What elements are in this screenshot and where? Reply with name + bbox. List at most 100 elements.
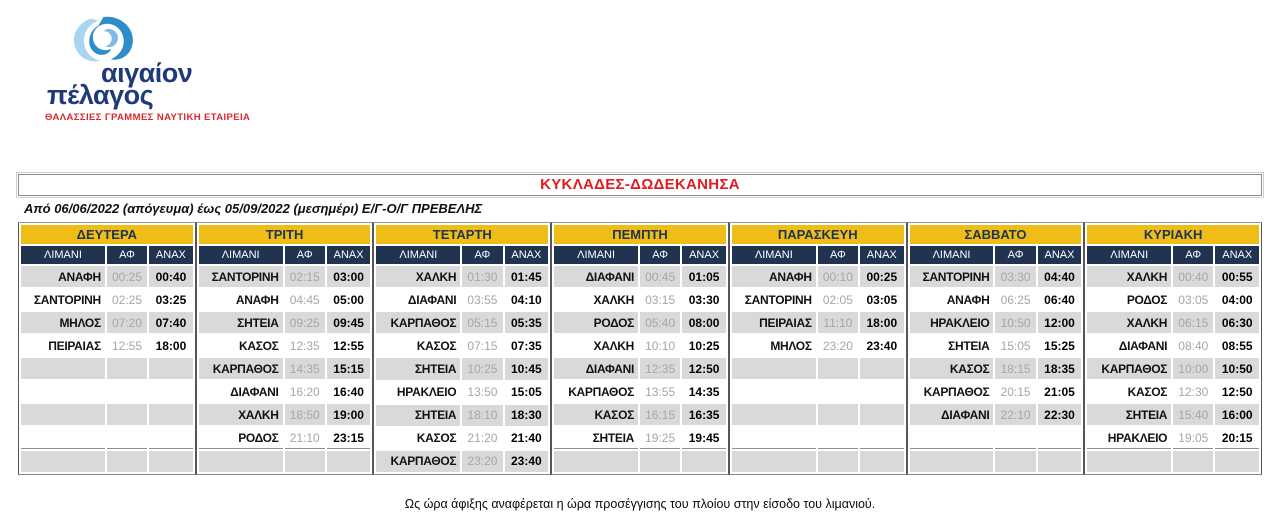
- departure-time-cell: [149, 451, 193, 472]
- arrival-time-cell: 00:25: [106, 266, 148, 287]
- timetable-row: ΣΗΤΕΙΑ 18:10 18:30: [376, 404, 549, 426]
- port-cell: ΔΙΑΦΑΝΙ: [198, 381, 283, 402]
- port-cell: ΣΗΤΕΙΑ: [376, 404, 461, 426]
- departure-time-cell: 04:00: [1215, 289, 1260, 310]
- departure-time-cell: 08:00: [682, 312, 726, 333]
- arrival-time-cell: 06:15: [1173, 312, 1214, 333]
- timetable-row: ΚΑΣΟΣ 12:35 12:55: [198, 335, 371, 356]
- logo-text-line2: πέλαγος: [47, 80, 154, 110]
- port-cell: [21, 427, 105, 449]
- day-header: ΠΑΡΑΣΚΕΥΗ: [731, 225, 904, 244]
- port-cell: [1087, 451, 1172, 472]
- arrival-time-cell: [995, 451, 1036, 472]
- arrival-time-cell: [817, 451, 858, 472]
- arrival-time-cell: 00:40: [1173, 266, 1214, 287]
- port-cell: ΧΑΛΚΗ: [554, 335, 639, 356]
- departure-time-cell: 07:35: [504, 335, 549, 357]
- column-header-departure: ΑΝΑΧ: [504, 246, 549, 264]
- port-cell: ΑΝΑΦΗ: [21, 266, 105, 287]
- port-cell: ΚΑΣΟΣ: [376, 427, 461, 449]
- port-cell: [554, 451, 639, 472]
- timetable-row: [21, 451, 193, 472]
- timetable-row: [198, 451, 371, 472]
- arrival-time-cell: 02:25: [106, 289, 148, 310]
- port-cell: ΣΑΝΤΟΡΙΝΗ: [198, 266, 283, 287]
- timetable-row: ΚΑΣΟΣ 16:15 16:35: [554, 404, 726, 425]
- arrival-time-cell: 11:10: [817, 312, 858, 333]
- arrival-time-cell: 03:30: [995, 266, 1036, 287]
- timetable-row: ΚΑΡΠΑΘΟΣ 05:15 05:35: [376, 312, 549, 334]
- column-header-arrival: ΑΦ: [995, 246, 1036, 264]
- timetable-row: ΔΙΑΦΑΝΙ 16:20 16:40: [198, 381, 371, 402]
- port-cell: ΔΙΑΦΑΝΙ: [554, 358, 639, 379]
- port-cell: ΣΗΤΕΙΑ: [198, 312, 283, 333]
- timetable-row: [731, 451, 904, 472]
- departure-time-cell: 12:55: [326, 335, 371, 356]
- port-cell: ΣΗΤΕΙΑ: [376, 358, 461, 380]
- timetable-row: [554, 451, 726, 472]
- departure-time-cell: 18:30: [504, 404, 549, 426]
- departure-time-cell: 23:15: [326, 427, 371, 449]
- route-title: ΚΥΚΛΑΔΕΣ-ΔΩΔΕΚΑΝΗΣΑ: [540, 176, 740, 193]
- arrival-time-cell: [106, 427, 148, 449]
- timetable-row: ΗΡΑΚΛΕΙΟ 13:50 15:05: [376, 381, 549, 403]
- timetable-row: ΣΗΤΕΙΑ 15:05 15:25: [909, 335, 1082, 356]
- arrival-time-cell: 21:20: [462, 427, 503, 449]
- day-header: ΠΕΜΠΤΗ: [554, 225, 726, 244]
- departure-time-cell: [859, 427, 904, 449]
- port-cell: ΚΑΡΠΑΘΟΣ: [1087, 358, 1172, 379]
- wave-swirl-icon: [73, 16, 133, 62]
- port-cell: ΣΗΤΕΙΑ: [1087, 404, 1172, 425]
- port-cell: ΔΙΑΦΑΝΙ: [909, 404, 994, 425]
- arrival-time-cell: 02:05: [817, 289, 858, 310]
- arrival-time-cell: 14:35: [284, 358, 325, 379]
- column-header-port: ΛΙΜΑΝΙ: [376, 246, 461, 264]
- column-header-port: ΛΙΜΑΝΙ: [909, 246, 994, 264]
- departure-time-cell: 23:40: [859, 335, 904, 356]
- period-vessel-subtitle: Από 06/06/2022 (απόγευμα) έως 05/09/2022…: [24, 201, 483, 216]
- departure-time-cell: [149, 358, 193, 379]
- departure-time-cell: 00:55: [1215, 266, 1260, 287]
- column-header-arrival: ΑΦ: [106, 246, 148, 264]
- timetable-row: ΑΝΑΦΗ 00:25 00:40: [21, 266, 193, 287]
- day-block-5: ΠΑΡΑΣΚΕΥΗ ΛΙΜΑΝΙ ΑΦ ΑΝΑΧ ΑΝΑΦΗ 00:10 00:25 ΣΑΝΤ…: [728, 222, 907, 475]
- departure-time-cell: 05:00: [326, 289, 371, 310]
- departure-time-cell: 01:45: [504, 266, 549, 288]
- arrival-time-cell: 02:15: [284, 266, 325, 287]
- timetable-row: ΔΙΑΦΑΝΙ 12:35 12:50: [554, 358, 726, 379]
- day-header: ΣΑΒΒΑΤΟ: [909, 225, 1082, 244]
- timetable-row: ΡΟΔΟΣ 21:10 23:15: [198, 427, 371, 449]
- departure-time-cell: 12:50: [682, 358, 726, 379]
- departure-time-cell: 15:25: [1037, 335, 1082, 356]
- port-cell: ΑΝΑΦΗ: [731, 266, 816, 287]
- footer-note: Ως ώρα άφιξης αναφέρεται η ώρα προσέγγισ…: [404, 497, 876, 511]
- departure-time-cell: 18:35: [1037, 358, 1082, 379]
- arrival-time-cell: 20:15: [995, 381, 1036, 402]
- arrival-time-cell: 07:20: [106, 312, 148, 333]
- departure-time-cell: 15:15: [326, 358, 371, 379]
- timetable-row: ΣΗΤΕΙΑ 10:25 10:45: [376, 358, 549, 380]
- departure-time-cell: 21:40: [504, 427, 549, 449]
- column-header-port: ΛΙΜΑΝΙ: [554, 246, 639, 264]
- port-cell: ΚΑΡΠΑΘΟΣ: [554, 381, 639, 402]
- logo-text-line1: αιγαίον: [101, 58, 193, 88]
- column-header-departure: ΑΝΑΧ: [859, 246, 904, 264]
- port-cell: ΡΟΔΟΣ: [1087, 289, 1172, 310]
- timetable-row: ΣΑΝΤΟΡΙΝΗ 02:25 03:25: [21, 289, 193, 310]
- port-cell: [731, 381, 816, 402]
- timetable-row: ΣΑΝΤΟΡΙΝΗ 03:30 04:40: [909, 266, 1082, 287]
- weekly-timetable: ΔΕΥΤΕΡΑ ΛΙΜΑΝΙ ΑΦ ΑΝΑΧ ΑΝΑΦΗ 00:25 00:40 ΣΑΝΤΟΡ…: [18, 222, 1263, 475]
- timetable-row: ΧΑΛΚΗ 18:50 19:00: [198, 404, 371, 425]
- departure-time-cell: 10:45: [504, 358, 549, 380]
- timetable-row: [21, 381, 193, 402]
- arrival-time-cell: 19:05: [1173, 427, 1214, 449]
- departure-time-cell: 07:40: [149, 312, 193, 333]
- departure-time-cell: 08:55: [1215, 335, 1260, 356]
- departure-time-cell: 06:30: [1215, 312, 1260, 333]
- arrival-time-cell: [995, 427, 1036, 449]
- arrival-time-cell: 08:40: [1173, 335, 1214, 356]
- arrival-time-cell: 12:30: [1173, 381, 1214, 402]
- port-cell: ΗΡΑΚΛΕΙΟ: [1087, 427, 1172, 449]
- timetable-row: ΚΑΡΠΑΘΟΣ 23:20 23:40: [376, 450, 549, 472]
- port-cell: [21, 358, 105, 379]
